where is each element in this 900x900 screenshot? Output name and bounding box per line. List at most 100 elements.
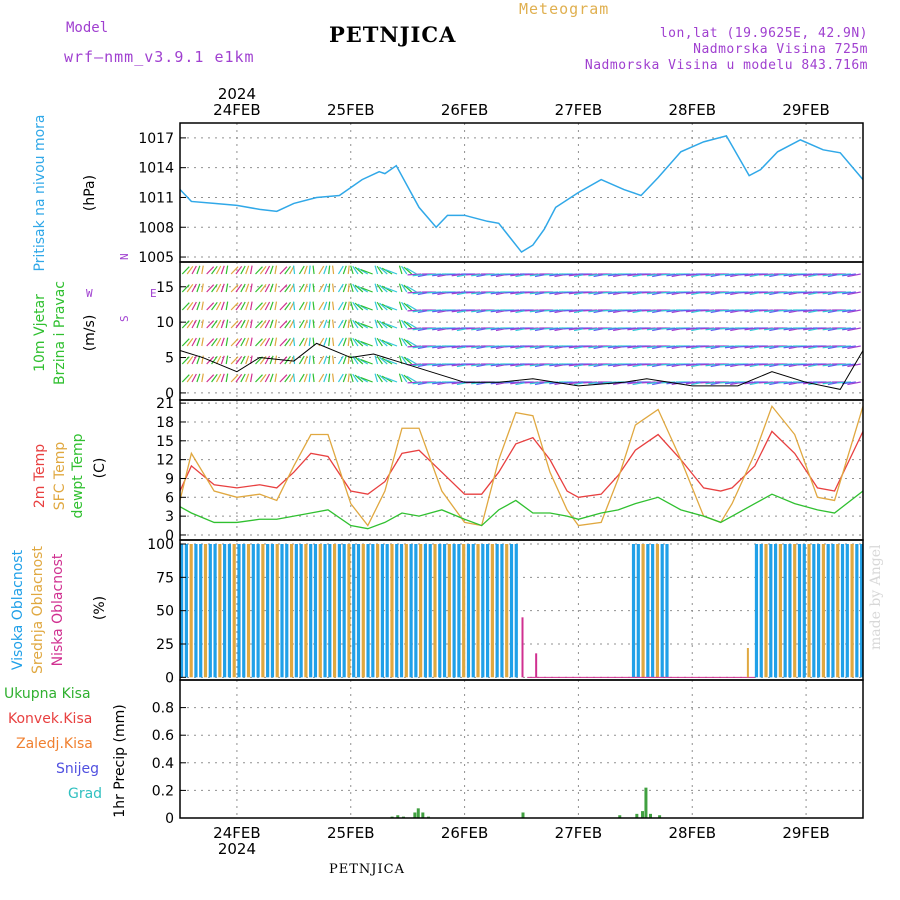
ytick-label-cloud: 100 (147, 537, 174, 553)
wind-barb (357, 321, 369, 329)
wind-barb (357, 285, 369, 293)
wind-barb (298, 355, 305, 365)
wind-barb (259, 319, 267, 329)
wind-barb (240, 283, 246, 293)
cloud-bar (764, 544, 768, 678)
wind-barb (269, 283, 274, 293)
wind-barb (337, 337, 344, 347)
precip-bar (521, 812, 525, 818)
wind-barb (186, 319, 194, 329)
wind-barb (401, 265, 408, 275)
model-elevation-label: Nadmorska Visina u modelu 843.716m (584, 58, 868, 73)
wind-barb (255, 266, 263, 275)
wind-barb (466, 309, 481, 312)
wind-barb (384, 268, 398, 275)
wind-barb (407, 345, 422, 348)
wind-barb (352, 283, 359, 293)
wind-barb (583, 363, 598, 366)
ytick-label-temp: 12 (156, 453, 174, 469)
wind-barb (350, 373, 354, 383)
wind-barb (797, 291, 812, 294)
cloud-bar (773, 544, 778, 678)
wind-barb (357, 357, 369, 365)
wind-barb (230, 356, 239, 365)
wind-barb (303, 301, 308, 311)
wind-barb (250, 337, 253, 347)
wind-barb (259, 337, 267, 347)
wind-barb (641, 291, 656, 294)
wind-barb (381, 267, 393, 275)
wind-barb (374, 265, 379, 275)
wind-barb (211, 337, 218, 347)
wind-barb (376, 319, 383, 329)
wind-barb (350, 283, 354, 293)
cloud-bar (423, 544, 428, 678)
wind-barb (403, 320, 413, 329)
wind-barb (352, 301, 359, 311)
wind-barb (398, 301, 403, 311)
model-version: wrf–nmm_v3.9.1 e1km (64, 48, 255, 66)
wind-barb (347, 301, 350, 311)
wind-barb (220, 319, 225, 329)
wind-barb (446, 273, 461, 276)
wind-barb (427, 309, 442, 312)
wind-barb (842, 363, 856, 367)
wind-barb (401, 301, 408, 311)
wind-barb (622, 327, 637, 330)
wind-barb (269, 319, 274, 329)
wind-barb (274, 301, 278, 311)
wind-barb (524, 327, 539, 330)
cloud-bar (860, 544, 864, 678)
cloud-bar (342, 544, 346, 678)
wind-barb (352, 265, 359, 275)
cloud-bar (294, 544, 298, 678)
wind-barb (817, 327, 832, 330)
precip-bar (416, 808, 420, 818)
wind-barb (298, 337, 305, 347)
wind-barb (196, 319, 201, 329)
cloud-bar (404, 544, 408, 678)
wind-barb (360, 268, 373, 275)
wind-barb (250, 265, 253, 275)
wind-barb (376, 283, 383, 293)
wind-barb (186, 283, 194, 293)
wind-barb (347, 337, 350, 347)
wind-barb (191, 355, 197, 365)
wind-barb (381, 339, 393, 347)
wind-barb (700, 291, 715, 294)
wind-barb (269, 301, 274, 311)
wind-barb (269, 337, 274, 347)
cloud-bar (802, 544, 806, 678)
cloud-bar (309, 544, 313, 678)
wind-barb (641, 309, 656, 312)
cloud-bar (361, 544, 365, 678)
precip-bar (648, 813, 652, 818)
wind-barb (407, 363, 422, 366)
cloud-bar (261, 544, 265, 678)
wind-barb (274, 319, 278, 329)
wind-barb (298, 373, 305, 383)
wind-barb (354, 338, 364, 347)
wind-barb (842, 345, 856, 349)
wind-barb (406, 357, 417, 365)
wind-barb (700, 327, 715, 330)
wind-barb (274, 265, 278, 275)
wind-barb (292, 283, 296, 293)
cloud-bar (665, 544, 669, 678)
wind-barb (398, 337, 403, 347)
wind-barb (837, 345, 851, 348)
wind-barb (279, 302, 288, 311)
wind-barb (354, 266, 364, 275)
day-label-bottom: 25FEB (327, 824, 374, 842)
temp-line-dewpt-temp (179, 490, 864, 530)
wind-barb (374, 337, 379, 347)
wind-barb (347, 319, 350, 329)
wind-barb (332, 265, 335, 275)
wind-barb (524, 363, 539, 366)
wind-barb (337, 373, 344, 383)
cloud-bar (270, 544, 275, 678)
ytick-label-temp: 3 (165, 509, 174, 525)
wind-barb (374, 373, 379, 383)
wind-barb (847, 381, 861, 386)
cloud-bar (793, 544, 797, 678)
